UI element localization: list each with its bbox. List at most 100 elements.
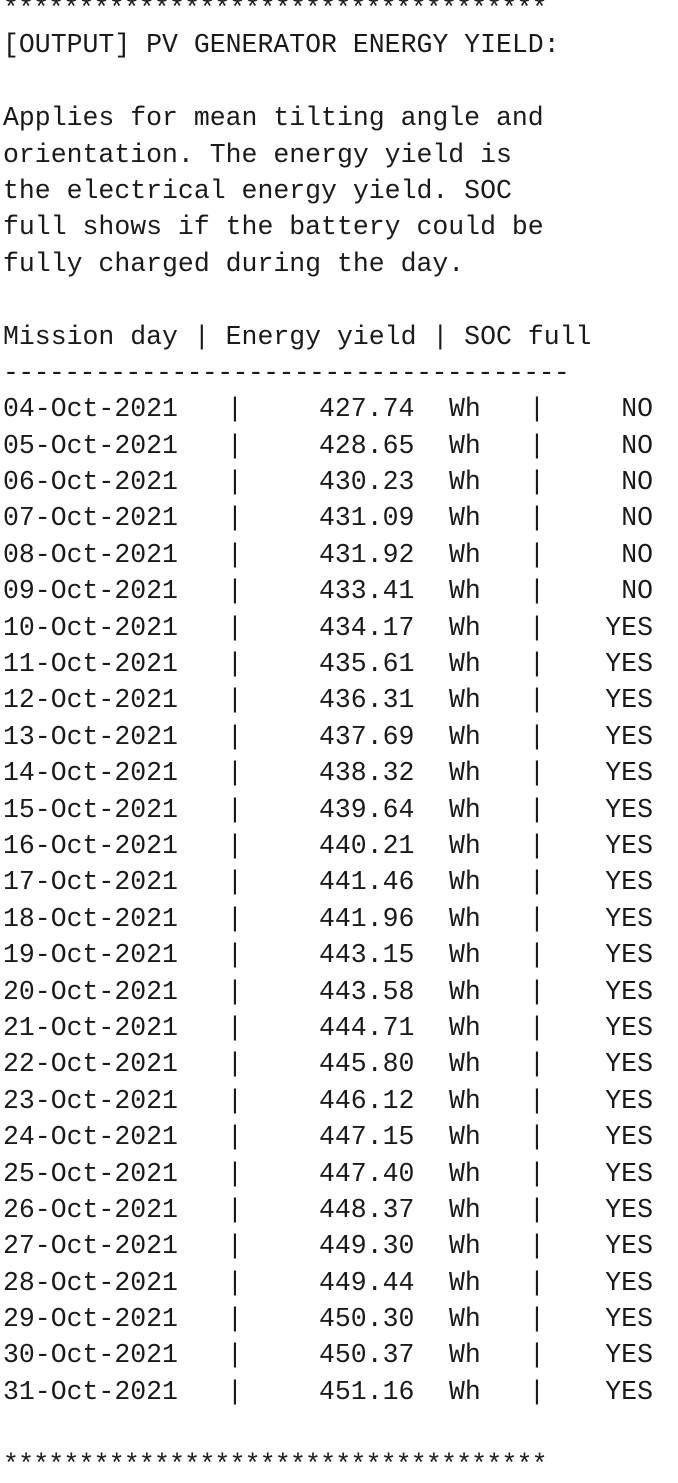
mission-day-cell: 12-Oct-2021 [3, 685, 178, 716]
energy-unit: Wh [449, 758, 481, 789]
energy-unit: Wh [449, 576, 481, 607]
energy-unit: Wh [449, 503, 481, 534]
column-separator: | [227, 903, 243, 934]
column-separator: | [227, 394, 243, 425]
column-separator: | [227, 576, 243, 607]
energy-unit: Wh [449, 903, 481, 934]
energy-yield-cell: 443.58 [319, 976, 415, 1007]
column-separator: | [529, 1231, 545, 1262]
energy-yield-cell: 449.30 [319, 1231, 415, 1262]
mission-day-cell: 29-Oct-2021 [3, 1304, 178, 1335]
column-separator: | [529, 1085, 545, 1116]
energy-unit: Wh [449, 721, 481, 752]
energy-yield-cell: 447.40 [319, 1158, 415, 1189]
energy-yield-cell: 448.37 [319, 1194, 415, 1225]
table-row: 11-Oct-2021 | 435.61 Wh | YES [3, 646, 678, 682]
soc-full-cell: YES [605, 794, 653, 825]
section-title: [OUTPUT] PV GENERATOR ENERGY YIELD: [3, 30, 560, 61]
spacer [3, 1410, 678, 1446]
energy-yield-cell: 441.46 [319, 867, 415, 898]
energy-yield-cell: 438.32 [319, 758, 415, 789]
table-row: 21-Oct-2021 | 444.71 Wh | YES [3, 1010, 678, 1046]
column-separator: | [529, 976, 545, 1007]
column-separator: | [227, 940, 243, 971]
column-separator: | [227, 503, 243, 534]
table-row: 31-Oct-2021 | 451.16 Wh | YES [3, 1374, 678, 1410]
energy-unit: Wh [449, 430, 481, 461]
output-document: ************************************ [OU… [3, 0, 678, 1483]
column-separator: | [529, 1340, 545, 1371]
mission-day-cell: 20-Oct-2021 [3, 976, 178, 1007]
energy-unit: Wh [449, 794, 481, 825]
energy-yield-cell: 431.09 [319, 503, 415, 534]
energy-yield-cell: 443.15 [319, 940, 415, 971]
column-separator: | [529, 1304, 545, 1335]
mission-day-cell: 07-Oct-2021 [3, 503, 178, 534]
energy-unit: Wh [449, 867, 481, 898]
column-separator: | [227, 794, 243, 825]
description-line: orientation. The energy yield is [3, 139, 512, 170]
mission-day-cell: 08-Oct-2021 [3, 539, 178, 570]
column-separator: | [227, 1231, 243, 1262]
energy-yield-cell: 449.44 [319, 1267, 415, 1298]
energy-yield-cell: 451.16 [319, 1376, 415, 1407]
energy-yield-cell: 437.69 [319, 721, 415, 752]
mission-day-cell: 10-Oct-2021 [3, 612, 178, 643]
energy-unit: Wh [449, 1304, 481, 1335]
table-row: 06-Oct-2021 | 430.23 Wh | NO [3, 464, 678, 500]
soc-full-cell: YES [605, 867, 653, 898]
column-separator: | [227, 1085, 243, 1116]
mission-day-cell: 26-Oct-2021 [3, 1194, 178, 1225]
column-separator: | [227, 430, 243, 461]
table-row: 19-Oct-2021 | 443.15 Wh | YES [3, 937, 678, 973]
mission-day-cell: 15-Oct-2021 [3, 794, 178, 825]
energy-yield-cell: 427.74 [319, 394, 415, 425]
mission-day-cell: 13-Oct-2021 [3, 721, 178, 752]
soc-full-cell: YES [605, 758, 653, 789]
energy-yield-cell: 440.21 [319, 830, 415, 861]
energy-unit: Wh [449, 1267, 481, 1298]
column-separator: | [227, 649, 243, 680]
energy-yield-cell: 434.17 [319, 612, 415, 643]
column-separator: | [227, 1267, 243, 1298]
mission-day-cell: 25-Oct-2021 [3, 1158, 178, 1189]
column-separator: | [227, 467, 243, 498]
yield-table-body: 04-Oct-2021 | 427.74 Wh | NO 05-Oct-2021 | 428.6… [3, 391, 678, 1410]
column-separator: | [529, 903, 545, 934]
energy-unit: Wh [449, 1158, 481, 1189]
column-separator: | [227, 1158, 243, 1189]
table-row: 16-Oct-2021 | 440.21 Wh | YES [3, 828, 678, 864]
column-separator: | [227, 1376, 243, 1407]
mission-day-cell: 11-Oct-2021 [3, 649, 178, 680]
energy-yield-cell: 445.80 [319, 1049, 415, 1080]
energy-unit: Wh [449, 940, 481, 971]
table-row: 26-Oct-2021 | 448.37 Wh | YES [3, 1192, 678, 1228]
column-separator: | [227, 539, 243, 570]
bottom-border: ************************************ [3, 1449, 548, 1480]
column-separator: | [227, 612, 243, 643]
column-separator: | [227, 1194, 243, 1225]
energy-yield-cell: 450.30 [319, 1304, 415, 1335]
energy-unit: Wh [449, 1049, 481, 1080]
energy-yield-cell: 431.92 [319, 539, 415, 570]
soc-full-cell: YES [605, 940, 653, 971]
description-line: fully charged during the day. [3, 248, 465, 279]
soc-full-cell: NO [621, 503, 653, 534]
energy-yield-cell: 450.37 [319, 1340, 415, 1371]
column-separator: | [529, 721, 545, 752]
table-row: 22-Oct-2021 | 445.80 Wh | YES [3, 1046, 678, 1082]
column-separator: | [529, 430, 545, 461]
description-line: Applies for mean tilting angle and [3, 103, 544, 134]
soc-full-cell: NO [621, 539, 653, 570]
column-separator: | [227, 721, 243, 752]
soc-full-cell: YES [605, 721, 653, 752]
column-separator: | [529, 503, 545, 534]
soc-full-cell: NO [621, 430, 653, 461]
column-separator: | [227, 685, 243, 716]
energy-unit: Wh [449, 1340, 481, 1371]
energy-unit: Wh [449, 394, 481, 425]
column-separator: | [227, 976, 243, 1007]
column-separator: | [529, 612, 545, 643]
table-row: 29-Oct-2021 | 450.30 Wh | YES [3, 1301, 678, 1337]
energy-yield-cell: 444.71 [319, 1012, 415, 1043]
